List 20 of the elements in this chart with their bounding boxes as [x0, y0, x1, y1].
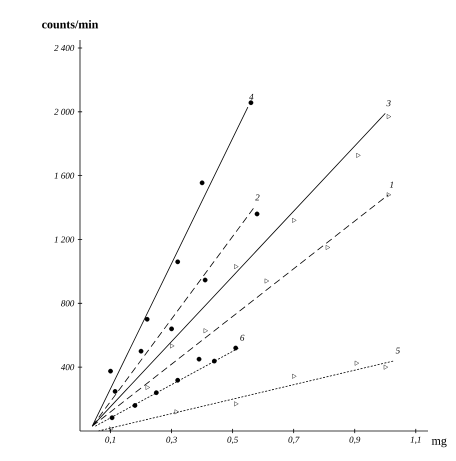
x-tick-label: 0,3 [166, 436, 177, 444]
x-tick-label: 1,1 [410, 436, 420, 444]
series-label: 3 [386, 100, 391, 106]
y-tick-label: 1 600 [54, 172, 74, 179]
x-axis-title: mg [432, 438, 447, 448]
series-label: 4 [249, 94, 254, 100]
y-tick-label: 800 [61, 300, 74, 306]
x-tick-label: 0,5 [227, 436, 238, 444]
x-tick-label: 0,9 [349, 436, 360, 444]
y-tick-label: 1 200 [54, 236, 74, 243]
series-label: 5 [396, 348, 400, 354]
x-tick-label: 0,1 [105, 436, 116, 444]
series-label: 1 [390, 182, 394, 188]
series-label: 2 [255, 194, 260, 200]
y-axis-title: counts/min [42, 20, 98, 28]
series-label: 6 [240, 334, 244, 341]
y-tick-label: 2 000 [54, 108, 74, 115]
x-tick-label: 0,7 [288, 436, 300, 444]
y-tick-label: 400 [60, 364, 74, 370]
y-tick-label: 2 400 [54, 44, 74, 52]
